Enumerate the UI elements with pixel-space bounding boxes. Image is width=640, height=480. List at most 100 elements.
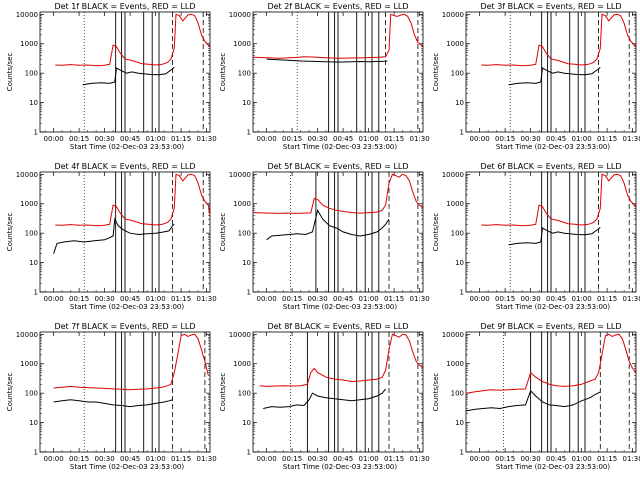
x-tick-label: 01:15 <box>171 295 191 303</box>
detector-panel-3: Det 3f BLACK = Events, RED = LLD 1 10 100 10… <box>432 2 640 151</box>
lld-rate-line <box>481 13 636 67</box>
y-tick-label: 10000 <box>229 171 251 179</box>
y-tick-label: 10000 <box>16 11 38 19</box>
x-tick-label: 01:30 <box>410 455 430 463</box>
x-axis-label: Start Time (02-Dec-03 23:53:00) <box>283 303 397 311</box>
detector-panel-5: Det 5f BLACK = Events, RED = LLD 1 10 100 10… <box>219 162 430 311</box>
marker-lines <box>83 332 206 452</box>
x-tick-label: 00:30 <box>521 135 541 143</box>
x-axis-label: Start Time (02-Dec-03 23:53:00) <box>70 303 184 311</box>
y-tick-label: 10000 <box>442 171 464 179</box>
detector-panel-6: Det 6f BLACK = Events, RED = LLD 1 10 100 10… <box>432 162 640 311</box>
x-tick-label: 00:00 <box>44 135 64 143</box>
x-tick-label: 01:30 <box>623 135 640 143</box>
x-tick-label: 01:15 <box>384 135 404 143</box>
y-tick-label: 1000 <box>446 200 464 208</box>
x-tick-label: 00:15 <box>495 455 515 463</box>
panel-title: Det 8f BLACK = Events, RED = LLD <box>267 322 408 331</box>
y-tick-label: 10000 <box>229 11 251 19</box>
x-tick-label: 01:30 <box>410 135 430 143</box>
lld-rate-line <box>259 333 423 387</box>
marker-lines <box>509 172 630 292</box>
y-tick-label: 100 <box>238 230 251 238</box>
x-axis-label: Start Time (02-Dec-03 23:53:00) <box>496 143 610 151</box>
marker-lines <box>509 12 630 132</box>
x-tick-label: 00:45 <box>120 135 140 143</box>
x-axis-label: Start Time (02-Dec-03 23:53:00) <box>283 463 397 471</box>
y-tick-label: 10000 <box>442 331 464 339</box>
x-tick-label: 00:45 <box>546 455 566 463</box>
y-tick-label: 100 <box>25 230 38 238</box>
x-tick-label: 00:45 <box>333 295 353 303</box>
y-tick-label: 10 <box>242 99 251 107</box>
x-tick-label: 00:45 <box>120 455 140 463</box>
y-axis-label: Counts/sec <box>6 213 14 252</box>
marker-lines <box>290 172 419 292</box>
y-tick-label: 10 <box>29 419 38 427</box>
y-axis-label: Counts/sec <box>432 213 440 252</box>
x-tick-label: 00:30 <box>308 295 328 303</box>
x-tick-label: 01:00 <box>572 135 592 143</box>
x-tick-label: 00:30 <box>308 455 328 463</box>
x-axis-label: Start Time (02-Dec-03 23:53:00) <box>496 463 610 471</box>
x-tick-label: 00:15 <box>282 135 302 143</box>
panel-title: Det 5f BLACK = Events, RED = LLD <box>267 162 408 171</box>
events-rate-line <box>466 389 601 412</box>
x-tick-label: 00:30 <box>521 455 541 463</box>
y-tick-label: 100 <box>451 230 464 238</box>
x-tick-label: 01:30 <box>197 295 217 303</box>
y-tick-label: 10000 <box>16 331 38 339</box>
lld-rate-line <box>253 13 423 59</box>
y-tick-label: 1000 <box>20 40 38 48</box>
y-tick-label: 100 <box>238 70 251 78</box>
lld-rate-line <box>55 13 210 67</box>
x-tick-label: 00:15 <box>69 295 89 303</box>
x-tick-label: 00:45 <box>120 295 140 303</box>
lld-rate-line <box>55 173 210 227</box>
x-tick-label: 00:15 <box>495 135 515 143</box>
y-tick-label: 100 <box>451 70 464 78</box>
detector-panel-8: Det 8f BLACK = Events, RED = LLD 1 10 100 10… <box>219 322 430 471</box>
panel-title: Det 7f BLACK = Events, RED = LLD <box>54 322 195 331</box>
events-rate-line <box>508 66 601 86</box>
y-tick-label: 10000 <box>442 11 464 19</box>
x-tick-label: 01:00 <box>359 295 379 303</box>
marker-lines <box>83 172 204 292</box>
detector-panel-2: Det 2f BLACK = Events, RED = LLD 1 10 100 10… <box>219 2 430 151</box>
x-tick-label: 01:00 <box>146 295 166 303</box>
x-tick-label: 01:00 <box>146 455 166 463</box>
y-tick-label: 100 <box>238 390 251 398</box>
marker-lines <box>290 332 419 452</box>
x-tick-label: 00:00 <box>257 455 277 463</box>
y-tick-label: 10 <box>29 259 38 267</box>
y-axis-label: Counts/sec <box>219 53 227 92</box>
x-tick-label: 01:00 <box>359 135 379 143</box>
y-tick-label: 1 <box>247 289 251 297</box>
x-tick-label: 00:45 <box>546 135 566 143</box>
x-tick-label: 00:00 <box>470 295 490 303</box>
x-axis-label: Start Time (02-Dec-03 23:53:00) <box>283 143 397 151</box>
x-tick-label: 01:15 <box>171 135 191 143</box>
panel-title: Det 3f BLACK = Events, RED = LLD <box>480 2 621 11</box>
y-axis-label: Counts/sec <box>219 213 227 252</box>
marker-lines <box>503 332 630 452</box>
x-tick-label: 01:00 <box>146 135 166 143</box>
x-tick-label: 00:00 <box>257 295 277 303</box>
y-tick-label: 1 <box>247 129 251 137</box>
x-tick-label: 01:15 <box>597 455 617 463</box>
y-tick-label: 1000 <box>446 360 464 368</box>
x-tick-label: 00:30 <box>95 295 115 303</box>
x-tick-label: 00:00 <box>44 295 64 303</box>
y-tick-label: 100 <box>451 390 464 398</box>
y-tick-label: 100 <box>25 70 38 78</box>
marker-lines <box>296 12 419 132</box>
events-rate-line <box>508 226 601 246</box>
y-axis-label: Counts/sec <box>219 373 227 412</box>
y-tick-label: 1000 <box>233 200 251 208</box>
events-rate-line <box>53 399 173 408</box>
y-axis-label: Counts/sec <box>6 373 14 412</box>
y-tick-label: 10 <box>242 259 251 267</box>
y-tick-label: 1 <box>34 449 38 457</box>
events-rate-line <box>53 217 175 254</box>
events-rate-line <box>82 66 175 86</box>
